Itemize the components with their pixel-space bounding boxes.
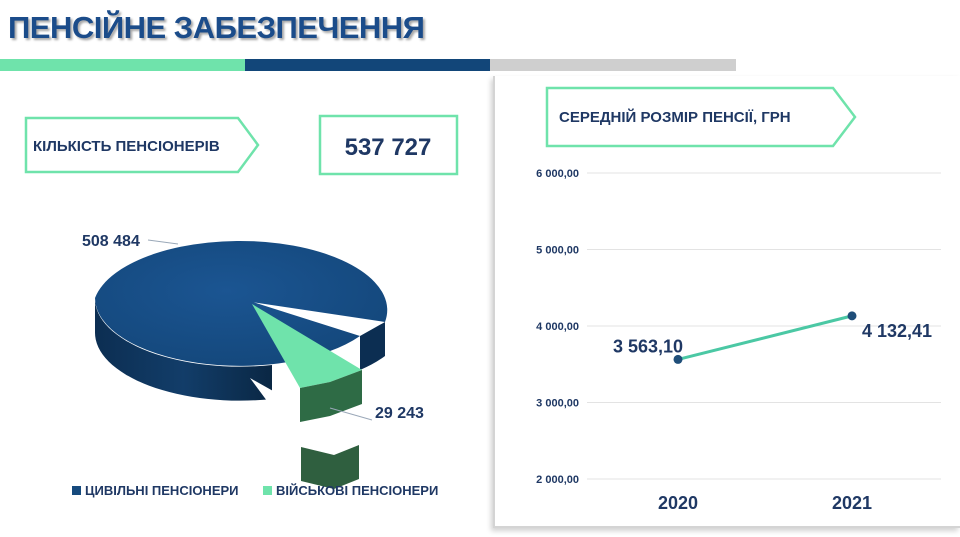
pensioners-pie-chart: КІЛЬКІСТЬ ПЕНСІОНЕРІВ 537 727 <box>24 114 459 498</box>
civil-value-label: 508 484 <box>82 233 140 250</box>
y-tick-label: 6 000,00 <box>536 168 579 180</box>
title-underline-green <box>0 59 245 71</box>
average-pension-panel: СЕРЕДНІЙ РОЗМІР ПЕНСІЇ, ГРН 6 000,00 5 00… <box>493 76 960 528</box>
pensioners-count-label: КІЛЬКІСТЬ ПЕНСІОНЕРІВ <box>33 138 220 155</box>
data-point <box>673 354 683 364</box>
x-tick-label: 2021 <box>832 493 872 513</box>
pensioners-total-value: 537 727 <box>345 134 432 161</box>
pensioners-panel: КІЛЬКІСТЬ ПЕНСІОНЕРІВ 537 727 <box>0 76 493 537</box>
y-tick-label: 4 000,00 <box>536 321 579 333</box>
pie-slice-civil-side-right <box>360 322 385 370</box>
civil-leader-line <box>147 239 179 245</box>
y-tick-label: 3 000,00 <box>536 398 579 410</box>
average-pension-badge <box>545 86 857 148</box>
military-value-label: 29 243 <box>375 405 424 422</box>
legend-label-civil: ЦИВІЛЬНІ ПЕНСІОНЕРИ <box>85 483 239 498</box>
data-point <box>847 311 857 321</box>
grid-layer: 6 000,00 5 000,00 4 000,00 3 000,00 2 000,00… <box>536 168 941 513</box>
legend-label-military: ВІЙСЬКОВІ ПЕНСІОНЕРИ <box>276 483 438 498</box>
pie-slice-military-side <box>301 445 359 489</box>
title-underline-navy <box>245 59 490 71</box>
y-tick-label: 2 000,00 <box>536 474 579 486</box>
average-pension-label: СЕРЕДНІЙ РОЗМІР ПЕНСІЇ, ГРН <box>559 108 791 126</box>
data-value-label: 3 563,10 <box>613 336 683 356</box>
average-pension-line-chart: СЕРЕДНІЙ РОЗМІР ПЕНСІЇ, ГРН 6 000,00 5 00… <box>536 86 941 513</box>
data-value-label: 4 132,41 <box>862 321 932 341</box>
pie-slice-civil <box>95 240 388 366</box>
line-layer: 3 563,10 4 132,41 <box>613 311 932 364</box>
pie-slice-military <box>252 304 362 388</box>
legend-swatch-military <box>263 486 272 495</box>
pie-slice-civil-side <box>94 298 272 401</box>
x-tick-label: 2020 <box>658 493 698 513</box>
y-tick-label: 5 000,00 <box>536 245 579 257</box>
legend-swatch-civil <box>72 486 81 495</box>
pensioners-count-badge <box>24 116 260 174</box>
title-underline-gray <box>490 59 736 71</box>
pie-group <box>94 240 388 489</box>
page-title: ПЕНСІЙНЕ ЗАБЕЗПЕЧЕННЯ <box>8 10 425 45</box>
pensioners-total-badge <box>318 114 459 176</box>
military-leader-line <box>329 407 373 421</box>
pie-slice-military-front <box>300 370 362 422</box>
series-line <box>677 314 853 361</box>
